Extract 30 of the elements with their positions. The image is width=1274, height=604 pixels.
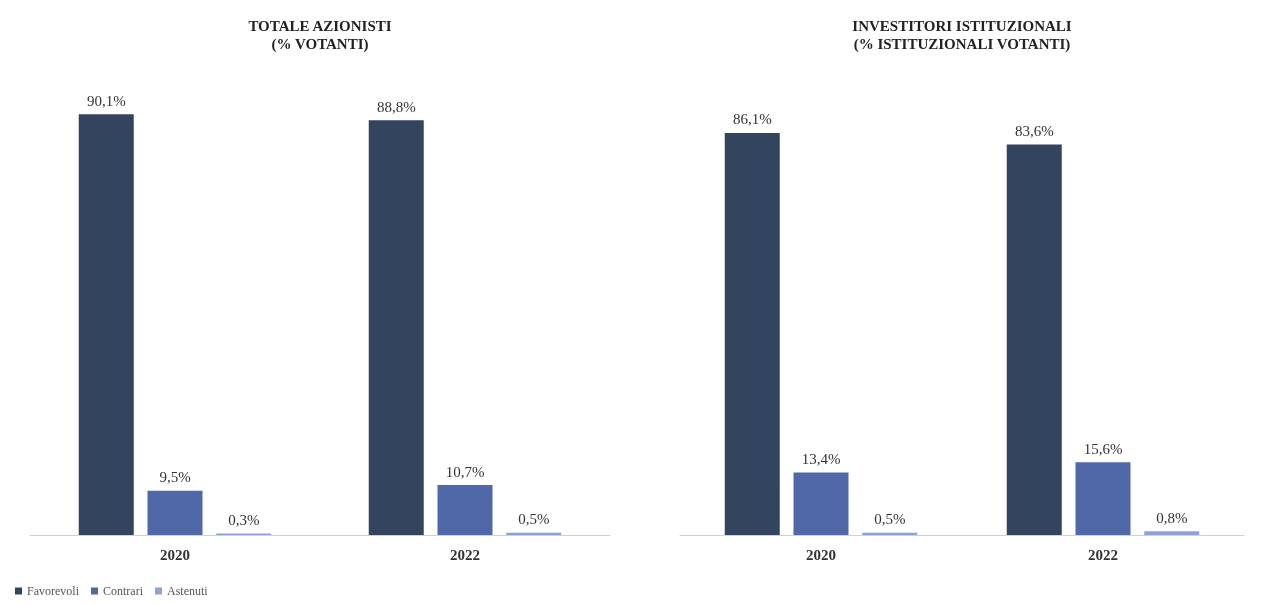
- data-label: 0,3%: [228, 512, 260, 529]
- data-label: 0,5%: [518, 511, 550, 528]
- data-label: 86,1%: [732, 111, 772, 128]
- data-label: 10,7%: [445, 463, 485, 480]
- bar: [724, 132, 780, 535]
- data-label: 15,6%: [1083, 440, 1123, 457]
- x-tick-label: 2020: [160, 546, 190, 563]
- legend-label: Astenuti: [166, 584, 209, 598]
- bar: [147, 490, 203, 535]
- x-tick-label: 2020: [806, 546, 836, 563]
- x-tick-label: 2022: [1088, 546, 1118, 563]
- x-tick-label: 2022: [450, 546, 480, 563]
- data-label: 88,8%: [376, 98, 416, 115]
- bar: [1006, 144, 1062, 535]
- data-label: 83,6%: [1014, 123, 1054, 140]
- chart-title: TOTALE AZIONISTI (% VOTANTI): [248, 18, 392, 53]
- bar: [1075, 462, 1131, 535]
- bar: [1144, 531, 1200, 535]
- legend-label: Contrari: [102, 584, 144, 598]
- data-label: 0,5%: [874, 511, 906, 528]
- bar: [437, 485, 493, 535]
- chart-title: INVESTITORI ISTITUZIONALI (% ISTITUZIONALI VOTANTI): [852, 18, 1072, 53]
- data-label: 13,4%: [801, 450, 841, 467]
- bar: [368, 120, 424, 535]
- data-label: 0,8%: [1156, 509, 1188, 526]
- bar: [78, 114, 134, 535]
- data-label: 90,1%: [86, 92, 126, 109]
- legend-label: Favorevoli: [27, 584, 80, 598]
- bar: [793, 472, 849, 535]
- data-label: 9,5%: [159, 469, 191, 486]
